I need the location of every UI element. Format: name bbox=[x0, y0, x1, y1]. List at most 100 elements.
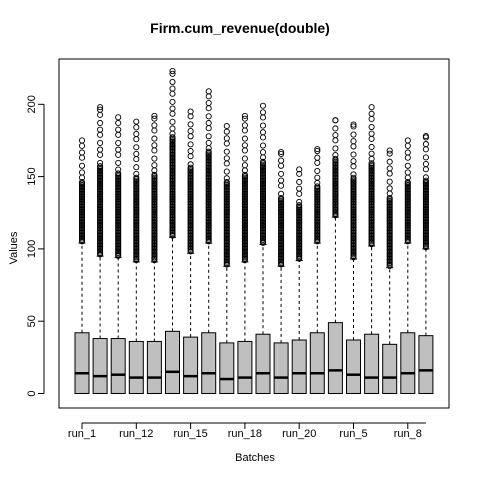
outlier-point bbox=[241, 155, 248, 162]
outlier-point bbox=[187, 108, 194, 115]
outlier-point bbox=[97, 106, 104, 113]
outlier-point bbox=[241, 127, 248, 134]
outlier-point bbox=[404, 142, 411, 149]
outlier-point bbox=[97, 131, 104, 138]
box-rect bbox=[74, 332, 90, 395]
outlier-point bbox=[314, 159, 321, 166]
x-tick-label: run_5 bbox=[339, 428, 367, 440]
outlier-point bbox=[241, 135, 248, 142]
outlier-point bbox=[350, 174, 357, 181]
outlier-point bbox=[368, 135, 375, 142]
outlier-point bbox=[404, 179, 411, 186]
outlier-point bbox=[241, 115, 248, 122]
box-run_13 bbox=[146, 112, 162, 394]
outlier-point bbox=[241, 112, 248, 119]
box-rect bbox=[309, 332, 325, 395]
outlier-point bbox=[278, 177, 285, 184]
outlier-point bbox=[169, 118, 176, 125]
outlier-point bbox=[187, 141, 194, 148]
y-tick-label: 200 bbox=[26, 95, 38, 113]
outlier-point bbox=[223, 179, 230, 186]
box-run_11 bbox=[110, 114, 126, 394]
outlier-point bbox=[78, 149, 86, 156]
chart-title: Firm.cum_revenue(double) bbox=[150, 20, 330, 36]
outlier-point bbox=[296, 202, 303, 209]
outlier-point bbox=[368, 150, 375, 157]
box-run_17 bbox=[219, 122, 235, 395]
outlier-point bbox=[78, 154, 86, 161]
outlier-point bbox=[97, 159, 104, 166]
outlier-point bbox=[187, 147, 194, 155]
box-run_2 bbox=[273, 148, 289, 395]
outlier-point bbox=[296, 178, 303, 186]
outlier-point bbox=[259, 142, 267, 149]
outlier-point bbox=[422, 160, 429, 168]
outlier-point bbox=[169, 85, 176, 92]
outlier-point bbox=[97, 126, 104, 133]
outlier-point bbox=[115, 166, 122, 173]
outlier-point bbox=[332, 145, 339, 152]
box-run_9 bbox=[418, 133, 434, 395]
box-rect bbox=[219, 342, 235, 395]
outlier-point bbox=[368, 123, 375, 131]
outlier-point bbox=[78, 179, 86, 186]
outlier-point bbox=[151, 135, 158, 142]
outlier-point bbox=[422, 146, 429, 153]
box-run_3 bbox=[309, 146, 325, 395]
outlier-point bbox=[350, 171, 357, 178]
box-rect bbox=[291, 339, 307, 394]
outlier-point bbox=[278, 194, 285, 202]
outlier-point bbox=[368, 160, 375, 167]
outlier-point bbox=[205, 99, 212, 107]
box-rect bbox=[364, 333, 380, 394]
outlier-point bbox=[151, 112, 158, 119]
outlier-point bbox=[187, 161, 194, 168]
outlier-point bbox=[404, 154, 411, 161]
boxes bbox=[74, 67, 434, 395]
outlier-point bbox=[169, 125, 176, 132]
x-tick-label: run_12 bbox=[119, 428, 153, 440]
outlier-point bbox=[205, 119, 212, 127]
x-tick-label: run_15 bbox=[173, 428, 207, 440]
outlier-point bbox=[314, 154, 321, 161]
outlier-point bbox=[241, 147, 248, 154]
outlier-point bbox=[97, 163, 104, 170]
box-run_14 bbox=[165, 67, 180, 394]
outlier-point bbox=[169, 98, 176, 105]
box-rect bbox=[400, 332, 416, 395]
box-rect bbox=[237, 340, 253, 394]
outlier-point bbox=[205, 145, 212, 152]
outlier-point bbox=[350, 151, 357, 158]
box-rect bbox=[183, 336, 199, 394]
outlier-point bbox=[314, 174, 321, 181]
outlier-point bbox=[296, 198, 303, 205]
box-rect bbox=[165, 330, 180, 394]
outlier-point bbox=[205, 125, 212, 132]
outlier-point bbox=[386, 170, 393, 177]
outlier-point bbox=[350, 158, 357, 165]
outlier-point bbox=[278, 157, 285, 164]
outlier-point bbox=[78, 142, 86, 149]
y-tick-label: 100 bbox=[26, 240, 38, 258]
outlier-point bbox=[332, 132, 339, 139]
outlier-point bbox=[205, 133, 212, 140]
y-axis-label: Values bbox=[8, 231, 20, 265]
outlier-point bbox=[241, 162, 248, 169]
outlier-point bbox=[205, 148, 212, 155]
outlier-point bbox=[386, 165, 393, 172]
outlier-point bbox=[115, 151, 122, 158]
outlier-point bbox=[115, 146, 122, 153]
outlier-point bbox=[259, 129, 267, 136]
outlier-point bbox=[314, 146, 321, 153]
box-rect bbox=[146, 340, 162, 394]
outlier-point bbox=[97, 104, 104, 111]
outlier-point bbox=[169, 67, 176, 75]
outlier-point bbox=[350, 131, 357, 138]
outlier-point bbox=[187, 153, 194, 160]
outlier-point bbox=[422, 177, 429, 184]
outlier-point bbox=[223, 175, 230, 182]
outlier-point bbox=[97, 119, 104, 127]
box-run_20 bbox=[291, 166, 307, 394]
outlier-point bbox=[314, 147, 321, 155]
outlier-point bbox=[259, 134, 267, 141]
